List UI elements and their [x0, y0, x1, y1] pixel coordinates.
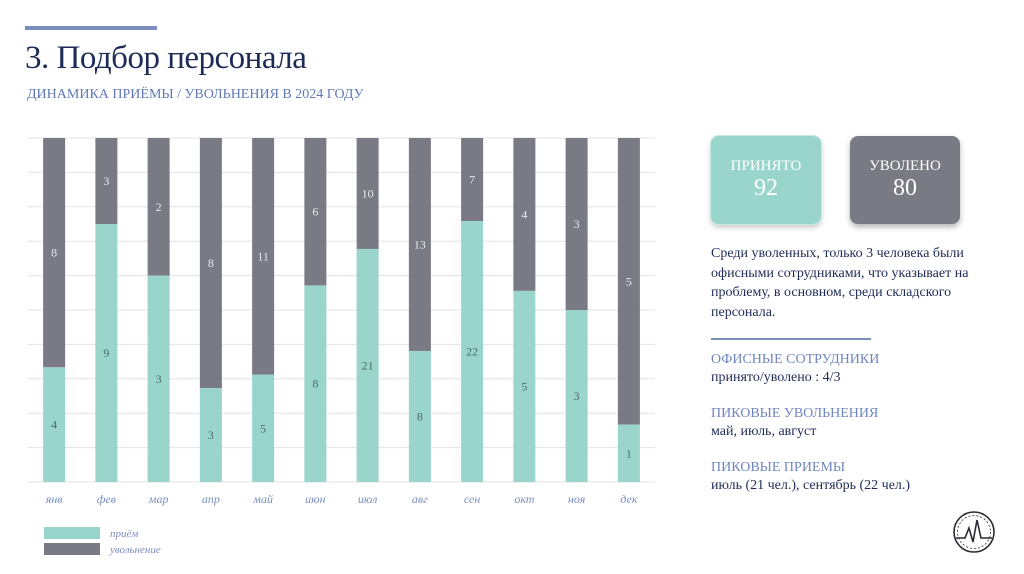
stat-value: май, июль, август [711, 424, 817, 439]
bar-dismissal [95, 138, 118, 224]
legend-swatch [44, 527, 100, 539]
data-label-hire: 3 [208, 428, 214, 442]
data-label-hire: 5 [260, 421, 266, 435]
hired-total-label: ПРИНЯТО [730, 158, 802, 174]
stat-office-staff: ОФИСНЫЕ СОТРУДНИКИ принято/уволено : 4/3 [711, 351, 879, 387]
x-tick-label: сен [464, 492, 480, 506]
section-divider [711, 338, 871, 340]
stat-value: принято/уволено : 4/3 [711, 370, 841, 385]
x-tick-label: ноя [568, 492, 586, 506]
data-label-dismissal: 6 [312, 205, 318, 219]
data-label-dismissal: 7 [469, 173, 475, 187]
bar-hire [199, 388, 222, 482]
data-label-dismissal: 8 [51, 246, 57, 260]
legend-label: приём [110, 528, 138, 540]
hired-total-tile: ПРИНЯТО 92 [711, 136, 821, 224]
fired-total-tile: УВОЛЕНО 80 [850, 136, 960, 224]
data-label-dismissal: 10 [362, 186, 374, 200]
bar-hire [408, 350, 431, 482]
bar-hire [617, 424, 640, 482]
bar-hire [147, 275, 170, 482]
bar-dismissal [513, 138, 536, 291]
bar-dismissal [356, 138, 379, 249]
fired-total-value: 80 [893, 175, 917, 201]
data-label-hire: 4 [51, 418, 57, 432]
x-tick-label: окт [514, 492, 534, 506]
data-label-dismissal: 3 [574, 217, 580, 231]
x-tick-label: авг [412, 492, 428, 506]
summary-note: Среди уволенных, только 3 человека были … [711, 246, 969, 320]
bar-dismissal [408, 138, 431, 351]
bar-dismissal [565, 138, 588, 310]
data-label-hire: 5 [521, 379, 527, 393]
data-label-dismissal: 11 [257, 249, 269, 263]
data-label-hire: 22 [466, 345, 478, 359]
data-label-hire: 1 [626, 446, 632, 460]
bar-dismissal [252, 138, 275, 375]
data-label-dismissal: 4 [521, 207, 527, 221]
data-label-hire: 21 [362, 358, 374, 372]
stat-heading: ПИКОВЫЕ ПРИЕМЫ [711, 460, 846, 475]
stacked-bar-chart: 84янв39фев23мар83апр115май68июн1021июл13… [28, 137, 655, 556]
x-tick-label: фев [97, 492, 116, 506]
pulse-logo-icon [953, 511, 995, 553]
stat-heading: ОФИСНЫЕ СОТРУДНИКИ [711, 352, 880, 367]
x-tick-label: май [252, 492, 273, 506]
bar-hire [513, 290, 536, 482]
x-tick-label: апр [202, 492, 220, 506]
page-title: 3. Подбор персонала [25, 40, 307, 76]
data-label-hire: 3 [156, 372, 162, 386]
stat-value: июль (21 чел.), сентябрь (22 чел.) [711, 478, 911, 493]
bar-dismissal [304, 138, 327, 286]
fired-total-label: УВОЛЕНО [869, 158, 941, 174]
x-tick-label: июл [358, 492, 377, 506]
bar-dismissal [617, 138, 640, 425]
bar-dismissal [461, 138, 484, 222]
bar-dismissal [199, 138, 222, 389]
data-label-hire: 3 [574, 389, 580, 403]
stat-peak-hires: ПИКОВЫЕ ПРИЕМЫ июль (21 чел.), сентябрь … [711, 459, 910, 495]
bar-dismissal [147, 138, 170, 276]
data-label-dismissal: 13 [414, 237, 426, 251]
hired-total-value: 92 [754, 175, 778, 201]
bar-hire [43, 367, 66, 482]
bar-hire [356, 248, 379, 482]
stat-heading: ПИКОВЫЕ УВОЛЬНЕНИЯ [711, 406, 879, 421]
bar-hire [304, 285, 327, 482]
legend-swatch [44, 543, 100, 555]
data-label-hire: 8 [312, 377, 318, 391]
bar-dismissal [43, 138, 66, 368]
title-accent-bar [25, 26, 157, 30]
data-label-dismissal: 8 [208, 256, 214, 270]
bar-hire [252, 374, 275, 482]
data-label-dismissal: 3 [103, 174, 109, 188]
x-tick-label: июн [305, 492, 325, 506]
x-tick-label: дек [620, 492, 638, 506]
legend-label: увольнение [109, 544, 161, 556]
x-tick-label: янв [45, 492, 63, 506]
x-tick-label: мар [148, 492, 169, 506]
data-label-dismissal: 2 [156, 200, 162, 214]
stat-peak-dismissals: ПИКОВЫЕ УВОЛЬНЕНИЯ май, июль, август [711, 405, 878, 441]
page-subtitle: ДИНАМИКА ПРИЁМЫ / УВОЛЬНЕНИЯ В 2024 ГОДУ [27, 87, 364, 102]
data-label-dismissal: 5 [626, 274, 632, 288]
bar-hire [565, 310, 588, 482]
bar-hire [461, 221, 484, 482]
data-label-hire: 9 [103, 346, 109, 360]
data-label-hire: 8 [417, 409, 423, 423]
bar-hire [95, 224, 118, 482]
